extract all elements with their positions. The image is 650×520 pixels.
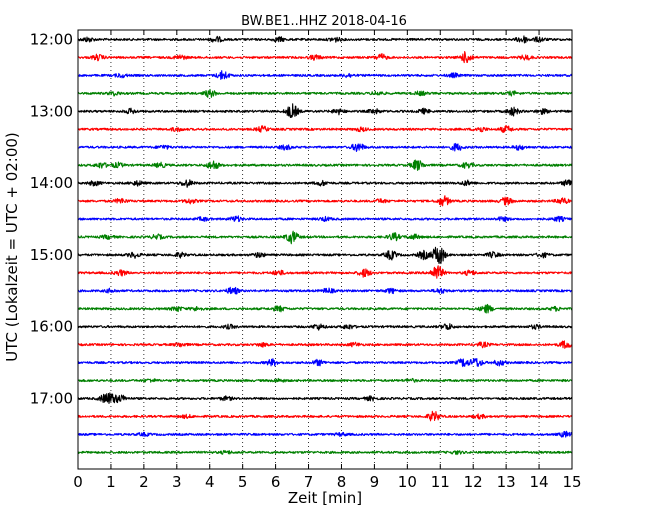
- vertical-grid: [110, 30, 540, 469]
- x-tick-label: 10: [398, 473, 417, 491]
- trace-row-1430: [77, 215, 573, 223]
- trace-row-1245: [77, 88, 573, 98]
- trace-row-1415: [77, 195, 573, 207]
- y-axis-label: UTC (Lokalzeit = UTC + 02:00): [3, 132, 21, 362]
- x-tick-label: 5: [238, 473, 248, 491]
- chart-title: BW.BE1..HHZ 2018-04-16: [241, 14, 407, 29]
- trace-row-1600: [77, 323, 573, 331]
- x-tick-label: 14: [530, 473, 549, 491]
- x-axis-ticks: 0 1 2 3 4 5 6 7 8 9 10 11 12 13 14 15: [73, 30, 582, 491]
- x-tick-label: 12: [464, 473, 483, 491]
- x-tick-label: 8: [337, 473, 347, 491]
- x-tick-label: 15: [562, 473, 581, 491]
- x-tick-label: 1: [106, 473, 116, 491]
- trace-row-1530: [77, 286, 573, 295]
- x-tick-label: 7: [304, 473, 314, 491]
- trace-row-1215: [77, 51, 573, 64]
- trace-row-1630: [77, 357, 573, 368]
- x-tick-label: 9: [370, 473, 380, 491]
- seismogram-traces: [77, 35, 573, 456]
- x-tick-label: 2: [139, 473, 149, 491]
- trace-row-1515: [77, 265, 573, 279]
- y-axis-ticks: 12:00 13:00 14:00 15:00 16:00 17:00: [30, 31, 572, 408]
- trace-row-1300: [77, 103, 573, 119]
- x-tick-label: 3: [172, 473, 182, 491]
- trace-row-1230: [77, 70, 573, 80]
- y-tick-label: 13:00: [30, 102, 73, 120]
- trace-row-1445: [77, 230, 573, 245]
- trace-row-1545: [77, 303, 573, 314]
- trace-row-1615: [77, 340, 573, 349]
- trace-row-1315: [77, 124, 573, 133]
- x-tick-label: 4: [205, 473, 215, 491]
- y-tick-label: 14:00: [30, 174, 73, 192]
- trace-row-1400: [77, 179, 573, 188]
- trace-row-1200: [77, 35, 573, 44]
- y-tick-label: 16:00: [30, 318, 73, 336]
- y-tick-label: 15:00: [30, 246, 73, 264]
- trace-row-1715: [77, 410, 573, 422]
- trace-row-1330: [77, 142, 573, 152]
- x-tick-label: 13: [497, 473, 516, 491]
- x-tick-label: 11: [431, 473, 450, 491]
- trace-row-1345: [77, 159, 573, 171]
- y-tick-label: 12:00: [30, 31, 73, 49]
- trace-row-1745: [77, 449, 573, 456]
- trace-row-1730: [77, 430, 573, 438]
- plot-frame: [77, 29, 573, 470]
- trace-row-1500: [77, 246, 573, 265]
- y-tick-label: 17:00: [30, 390, 73, 408]
- trace-row-1645: [77, 377, 573, 383]
- trace-row-1700: [77, 392, 573, 404]
- x-tick-label: 6: [271, 473, 281, 491]
- x-axis-label: Zeit [min]: [288, 489, 362, 507]
- x-tick-label: 0: [73, 473, 83, 491]
